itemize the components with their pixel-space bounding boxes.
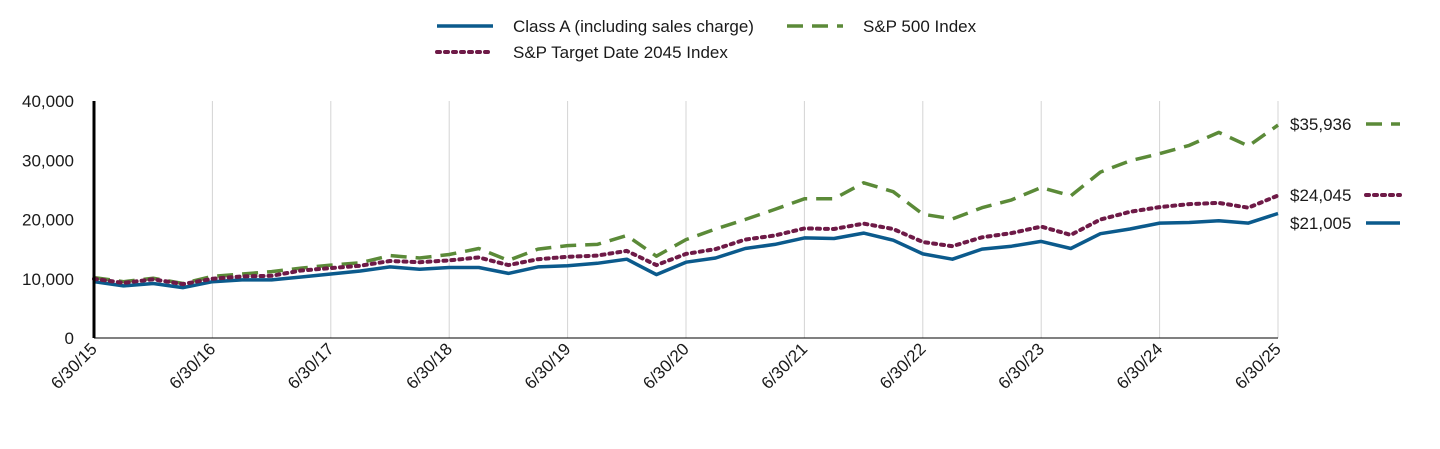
x-tick-label: 6/30/15	[47, 339, 101, 393]
x-tick-label: 6/30/24	[1113, 339, 1167, 393]
x-tick-label: 6/30/16	[166, 339, 220, 393]
x-tick-label: 6/30/18	[402, 339, 456, 393]
x-axis-ticks: 6/30/15 6/30/16 6/30/17 6/30/18 6/30/19 6/30/…	[47, 339, 1285, 393]
legend-label-s-p-target-date-2045-index: S&P Target Date 2045 Index	[513, 43, 728, 62]
y-tick-label: 0	[65, 329, 74, 348]
x-tick-label: 6/30/21	[758, 339, 812, 393]
series-layer	[92, 123, 1280, 290]
series-line-s-p-500-index	[93, 123, 1280, 286]
x-tick-label: 6/30/17	[284, 339, 338, 393]
y-tick-label: 20,000	[22, 211, 74, 230]
x-tick-label: 6/30/23	[994, 339, 1048, 393]
series-line-s-p-target-date-2045-index	[92, 193, 1280, 287]
y-tick-label: 30,000	[22, 151, 74, 170]
end-labels: $21,005 $35,936 $24,045	[1290, 115, 1402, 233]
y-tick-label: 40,000	[22, 92, 74, 111]
end-label-s-p-target-date-2045-index: $24,045	[1290, 186, 1351, 205]
x-tick-label: 6/30/20	[639, 339, 693, 393]
axes	[92, 101, 1278, 339]
gridlines	[211, 101, 1279, 338]
end-label-class-a-including-sales-charge: $21,005	[1290, 214, 1351, 233]
x-tick-label: 6/30/25	[1231, 339, 1285, 393]
legend: Class A (including sales charge) S&P 500 …	[435, 17, 977, 62]
x-tick-label: 6/30/22	[876, 339, 930, 393]
y-axis-ticks: 0 10,000 20,000 30,000 40,000	[22, 92, 74, 348]
legend-label-class-a-including-sales-charge: Class A (including sales charge)	[513, 17, 754, 36]
y-tick-label: 10,000	[22, 270, 74, 289]
legend-label-s-p-500-index: S&P 500 Index	[863, 17, 977, 36]
end-label-s-p-500-index: $35,936	[1290, 115, 1351, 134]
x-tick-label: 6/30/19	[521, 339, 575, 393]
series-line-class-a-including-sales-charge	[93, 211, 1279, 290]
